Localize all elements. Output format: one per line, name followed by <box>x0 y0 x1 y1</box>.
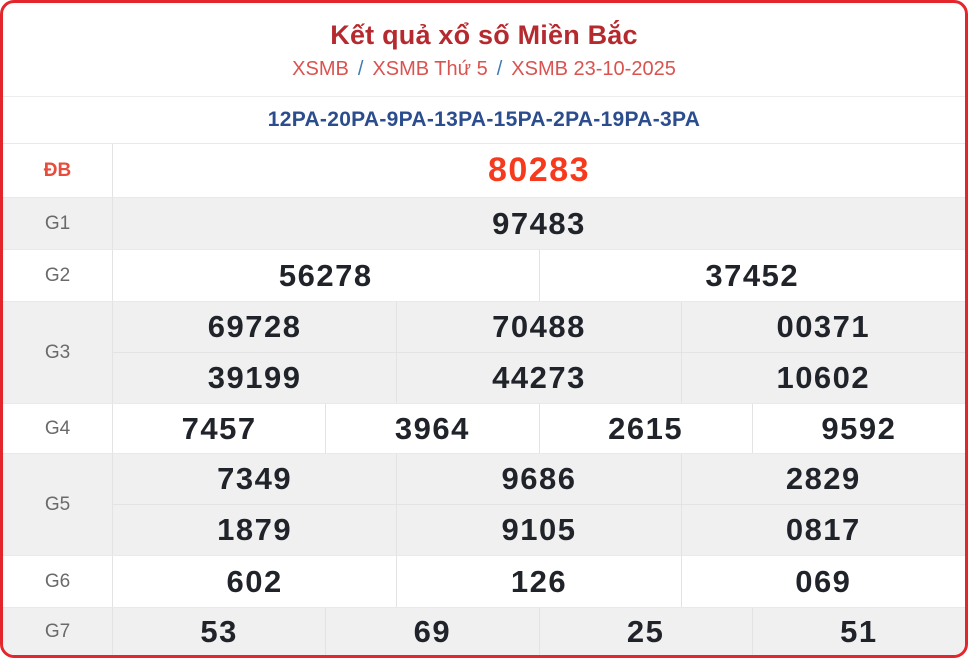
prize-number: 9105 <box>396 505 680 555</box>
row-cells: 53 69 25 51 <box>113 608 965 655</box>
prize-number: 9592 <box>751 404 965 453</box>
breadcrumb-separator: / <box>496 58 503 80</box>
row-label-g6: G6 <box>3 556 113 607</box>
prize-number: 069 <box>680 556 965 607</box>
row-cells: 80283 <box>113 144 965 197</box>
row-cells: 7349 9686 2829 1879 9105 0817 <box>113 454 965 555</box>
breadcrumb-link-xsmb-date[interactable]: XSMB 23-10-2025 <box>511 58 676 80</box>
prize-number: 3964 <box>325 404 538 453</box>
prize-row-g5: G5 7349 9686 2829 1879 9105 0817 <box>3 453 965 555</box>
breadcrumb-link-xsmb-weekday[interactable]: XSMB Thứ 5 <box>372 58 488 80</box>
row-cells: 7457 3964 2615 9592 <box>113 404 965 453</box>
breadcrumb-link-xsmb[interactable]: XSMB <box>292 58 349 80</box>
row-label-db: ĐB <box>3 144 113 197</box>
prize-number-db: 80283 <box>487 151 591 189</box>
row-label-g7: G7 <box>3 608 113 655</box>
row-label-g5: G5 <box>3 454 113 555</box>
prize-row-g2: G2 56278 37452 <box>3 249 965 301</box>
prize-number: 25 <box>538 608 752 655</box>
prize-row-db: ĐB 80283 <box>3 143 965 197</box>
prize-row-g6: G6 602 126 069 <box>3 555 965 607</box>
prize-row-g4: G4 7457 3964 2615 9592 <box>3 403 965 453</box>
prize-number: 1879 <box>217 512 293 547</box>
row-cells: 56278 37452 <box>113 250 965 301</box>
prize-line: 7457 3964 2615 9592 <box>113 404 965 453</box>
prize-line: 7349 9686 2829 <box>113 454 965 504</box>
row-label-g3: G3 <box>3 302 113 403</box>
prize-number: 10602 <box>680 353 965 403</box>
prize-number: 51 <box>751 608 965 655</box>
prize-number: 2615 <box>538 404 752 453</box>
row-cells: 69728 70488 00371 39199 44273 10602 <box>113 302 965 403</box>
prize-number: 53 <box>200 613 238 649</box>
prize-row-g1: G1 97483 <box>3 197 965 249</box>
prize-line: 69728 70488 00371 <box>113 302 965 352</box>
prize-line: 97483 <box>113 198 965 249</box>
breadcrumb-separator: / <box>357 58 364 80</box>
breadcrumb: XSMB / XSMB Thứ 5 / XSMB 23-10-2025 <box>292 58 676 81</box>
prize-number: 44273 <box>396 353 680 403</box>
row-label-g4: G4 <box>3 404 113 453</box>
prize-row-g7: G7 53 69 25 51 <box>3 607 965 655</box>
prize-number: 37452 <box>538 250 966 301</box>
prize-line: 80283 <box>113 144 965 197</box>
prize-number: 126 <box>396 556 680 607</box>
prize-number: 70488 <box>396 302 680 352</box>
prize-number: 7457 <box>181 410 257 446</box>
results-table: ĐB 80283 G1 97483 G2 56278 37452 <box>3 143 965 655</box>
prize-number: 602 <box>226 563 283 599</box>
prize-number: 0817 <box>680 505 965 555</box>
prize-code-bar: 12PA-20PA-9PA-13PA-15PA-2PA-19PA-3PA <box>3 97 965 143</box>
prize-number: 39199 <box>207 360 302 395</box>
header: Kết quả xổ số Miền Bắc XSMB / XSMB Thứ 5… <box>3 3 965 97</box>
prize-number: 69728 <box>207 309 302 344</box>
prize-line: 39199 44273 10602 <box>113 352 965 403</box>
prize-code-text: 12PA-20PA-9PA-13PA-15PA-2PA-19PA-3PA <box>267 108 701 131</box>
prize-line: 602 126 069 <box>113 556 965 607</box>
prize-number: 69 <box>325 608 538 655</box>
prize-row-g3: G3 69728 70488 00371 39199 44273 10602 <box>3 301 965 403</box>
row-cells: 97483 <box>113 198 965 249</box>
prize-number: 7349 <box>217 461 293 496</box>
prize-number: 9686 <box>396 454 680 504</box>
prize-number: 97483 <box>492 205 586 241</box>
prize-number: 00371 <box>680 302 965 352</box>
prize-line: 56278 37452 <box>113 250 965 301</box>
prize-line: 53 69 25 51 <box>113 608 965 655</box>
page-title: Kết quả xổ số Miền Bắc <box>330 20 638 50</box>
row-label-g2: G2 <box>3 250 113 301</box>
prize-number: 56278 <box>278 257 373 293</box>
prize-line: 1879 9105 0817 <box>113 504 965 555</box>
row-cells: 602 126 069 <box>113 556 965 607</box>
prize-number: 2829 <box>680 454 965 504</box>
row-label-g1: G1 <box>3 198 113 249</box>
